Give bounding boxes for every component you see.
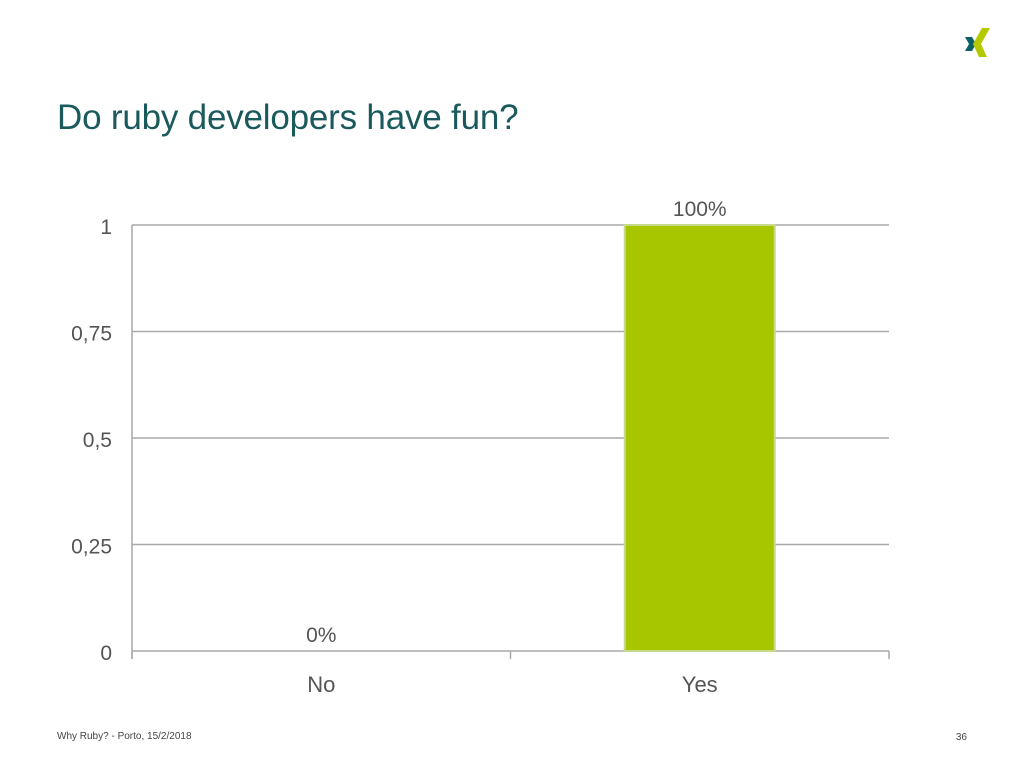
page-number: 36 (955, 732, 967, 743)
y-tick-label: 1 (100, 216, 112, 239)
y-tick-label: 0,75 (71, 323, 112, 346)
slide-title: Do ruby developers have fun? (57, 98, 519, 137)
y-tick-label: 0,5 (83, 429, 112, 452)
xing-logo-left-stroke (965, 37, 976, 51)
x-tick-label: No (307, 672, 335, 697)
data-label: 100% (673, 198, 727, 221)
bar (623, 224, 776, 652)
xing-logo-right-stroke (973, 28, 990, 57)
footer-text: Why Ruby? - Porto, 15/2/2018 (57, 731, 192, 742)
xing-logo-icon (965, 28, 990, 57)
y-tick-label: 0 (100, 642, 112, 665)
y-tick-label: 0,25 (71, 536, 112, 559)
data-label: 0% (306, 624, 336, 647)
x-tick-label: Yes (682, 672, 718, 697)
